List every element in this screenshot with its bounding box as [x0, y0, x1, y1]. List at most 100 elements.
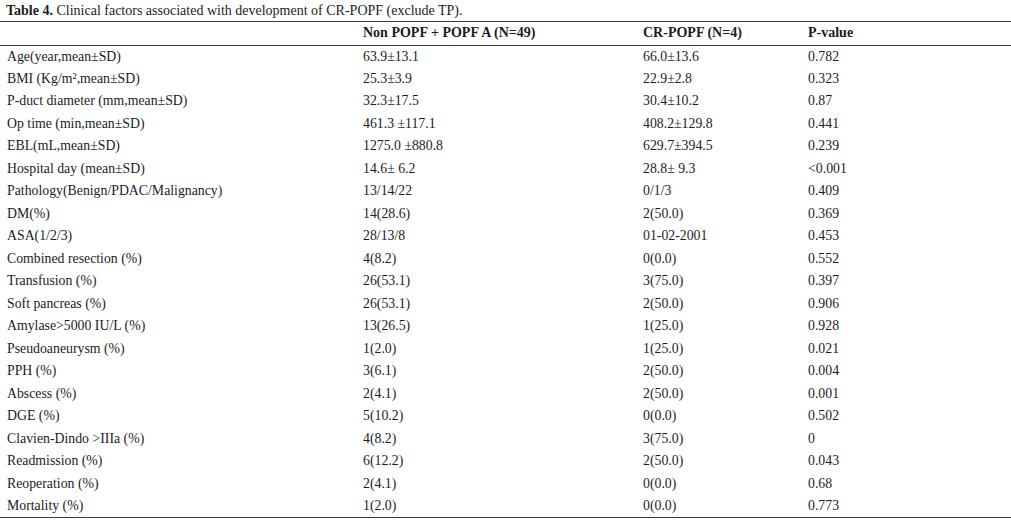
p-value: 0.239: [808, 135, 1011, 158]
paper-page: Table 4. Clinical factors associated wit…: [0, 0, 1011, 532]
p-value: 0.773: [808, 495, 1011, 518]
row-label: Pathology(Benign/PDAC/Malignancy): [0, 180, 363, 203]
group-non-popf-value: 1275.0 ±880.8: [363, 135, 643, 158]
table-row: PPH (%) 3(6.1) 2(50.0) 0.004: [0, 360, 1011, 383]
row-label: Abscess (%): [0, 383, 363, 406]
table-row: P-duct diameter (mm,mean±SD) 32.3±17.5 3…: [0, 90, 1011, 113]
row-label: EBL(mL,mean±SD): [0, 135, 363, 158]
group-cr-popf-value: 0/1/3: [643, 180, 808, 203]
group-cr-popf-value: 0(0.0): [643, 405, 808, 428]
header-group-non-popf: Non POPF + POPF A (N=49): [363, 22, 643, 45]
group-non-popf-value: 2(4.1): [363, 383, 643, 406]
table-row: EBL(mL,mean±SD) 1275.0 ±880.8 629.7±394.…: [0, 135, 1011, 158]
group-non-popf-value: 14(28.6): [363, 203, 643, 226]
p-value: <0.001: [808, 158, 1011, 181]
table-row: BMI (Kg/m²,mean±SD) 25.3±3.9 22.9±2.8 0.…: [0, 68, 1011, 91]
group-cr-popf-value: 30.4±10.2: [643, 90, 808, 113]
table-row: Age(year,mean±SD) 63.9±13.1 66.0±13.6 0.…: [0, 45, 1011, 68]
group-cr-popf-value: 01-02-2001: [643, 225, 808, 248]
p-value: 0.021: [808, 338, 1011, 361]
row-label: Mortality (%): [0, 495, 363, 518]
p-value: 0.906: [808, 293, 1011, 316]
table-caption: Table 4. Clinical factors associated wit…: [0, 0, 1011, 22]
row-label: PPH (%): [0, 360, 363, 383]
row-label: Amylase>5000 IU/L (%): [0, 315, 363, 338]
table-row: DGE (%) 5(10.2) 0(0.0) 0.502: [0, 405, 1011, 428]
group-non-popf-value: 13(26.5): [363, 315, 643, 338]
group-non-popf-value: 28/13/8: [363, 225, 643, 248]
p-value: 0.453: [808, 225, 1011, 248]
group-cr-popf-value: 2(50.0): [643, 450, 808, 473]
group-cr-popf-value: 0(0.0): [643, 495, 808, 518]
group-cr-popf-value: 1(25.0): [643, 315, 808, 338]
p-value: 0.782: [808, 45, 1011, 68]
group-non-popf-value: 14.6± 6.2: [363, 158, 643, 181]
table-row: Clavien-Dindo >IIIa (%) 4(8.2) 3(75.0) 0: [0, 428, 1011, 451]
header-row: Non POPF + POPF A (N=49) CR-POPF (N=4) P…: [0, 22, 1011, 45]
table-row: Readmission (%) 6(12.2) 2(50.0) 0.043: [0, 450, 1011, 473]
group-cr-popf-value: 2(50.0): [643, 293, 808, 316]
p-value: 0.397: [808, 270, 1011, 293]
group-cr-popf-value: 0(0.0): [643, 473, 808, 496]
group-non-popf-value: 26(53.1): [363, 293, 643, 316]
group-cr-popf-value: 2(50.0): [643, 203, 808, 226]
row-label: ASA(1/2/3): [0, 225, 363, 248]
group-cr-popf-value: 629.7±394.5: [643, 135, 808, 158]
group-cr-popf-value: 0(0.0): [643, 248, 808, 271]
table-row: DM(%) 14(28.6) 2(50.0) 0.369: [0, 203, 1011, 226]
p-value: 0.409: [808, 180, 1011, 203]
table-row: Abscess (%) 2(4.1) 2(50.0) 0.001: [0, 383, 1011, 406]
group-cr-popf-value: 408.2±129.8: [643, 113, 808, 136]
p-value: 0.552: [808, 248, 1011, 271]
group-non-popf-value: 4(8.2): [363, 248, 643, 271]
group-non-popf-value: 26(53.1): [363, 270, 643, 293]
row-label: Reoperation (%): [0, 473, 363, 496]
p-value: 0.369: [808, 203, 1011, 226]
row-label: Age(year,mean±SD): [0, 45, 363, 68]
row-label: P-duct diameter (mm,mean±SD): [0, 90, 363, 113]
group-cr-popf-value: 66.0±13.6: [643, 45, 808, 68]
row-label: Pseudoaneurysm (%): [0, 338, 363, 361]
group-cr-popf-value: 3(75.0): [643, 270, 808, 293]
header-variable: [0, 22, 363, 45]
p-value: 0.441: [808, 113, 1011, 136]
group-non-popf-value: 13/14/22: [363, 180, 643, 203]
header-group-cr-popf: CR-POPF (N=4): [643, 22, 808, 45]
row-label: DM(%): [0, 203, 363, 226]
p-value: 0.87: [808, 90, 1011, 113]
table-row: Amylase>5000 IU/L (%) 13(26.5) 1(25.0) 0…: [0, 315, 1011, 338]
row-label: Readmission (%): [0, 450, 363, 473]
p-value: 0.001: [808, 383, 1011, 406]
row-label: Transfusion (%): [0, 270, 363, 293]
row-label: DGE (%): [0, 405, 363, 428]
row-label: Combined resection (%): [0, 248, 363, 271]
table-row: Combined resection (%) 4(8.2) 0(0.0) 0.5…: [0, 248, 1011, 271]
group-cr-popf-value: 1(25.0): [643, 338, 808, 361]
table-body: Age(year,mean±SD) 63.9±13.1 66.0±13.6 0.…: [0, 45, 1011, 518]
group-non-popf-value: 461.3 ±117.1: [363, 113, 643, 136]
clinical-factors-table: Non POPF + POPF A (N=49) CR-POPF (N=4) P…: [0, 22, 1011, 518]
row-label: Hospital day (mean±SD): [0, 158, 363, 181]
row-label: Soft pancreas (%): [0, 293, 363, 316]
group-non-popf-value: 32.3±17.5: [363, 90, 643, 113]
table-row: Pathology(Benign/PDAC/Malignancy) 13/14/…: [0, 180, 1011, 203]
group-cr-popf-value: 2(50.0): [643, 360, 808, 383]
table-row: Pseudoaneurysm (%) 1(2.0) 1(25.0) 0.021: [0, 338, 1011, 361]
table-number: Table 4.: [6, 3, 53, 18]
table-row: Transfusion (%) 26(53.1) 3(75.0) 0.397: [0, 270, 1011, 293]
p-value: 0.68: [808, 473, 1011, 496]
p-value: 0.004: [808, 360, 1011, 383]
p-value: 0.043: [808, 450, 1011, 473]
row-label: Op time (min,mean±SD): [0, 113, 363, 136]
row-label: BMI (Kg/m²,mean±SD): [0, 68, 363, 91]
group-cr-popf-value: 3(75.0): [643, 428, 808, 451]
group-non-popf-value: 1(2.0): [363, 495, 643, 518]
p-value: 0.502: [808, 405, 1011, 428]
table-row: Soft pancreas (%) 26(53.1) 2(50.0) 0.906: [0, 293, 1011, 316]
group-cr-popf-value: 22.9±2.8: [643, 68, 808, 91]
group-non-popf-value: 63.9±13.1: [363, 45, 643, 68]
group-non-popf-value: 3(6.1): [363, 360, 643, 383]
header-p-value: P-value: [808, 22, 1011, 45]
group-non-popf-value: 4(8.2): [363, 428, 643, 451]
p-value: 0: [808, 428, 1011, 451]
